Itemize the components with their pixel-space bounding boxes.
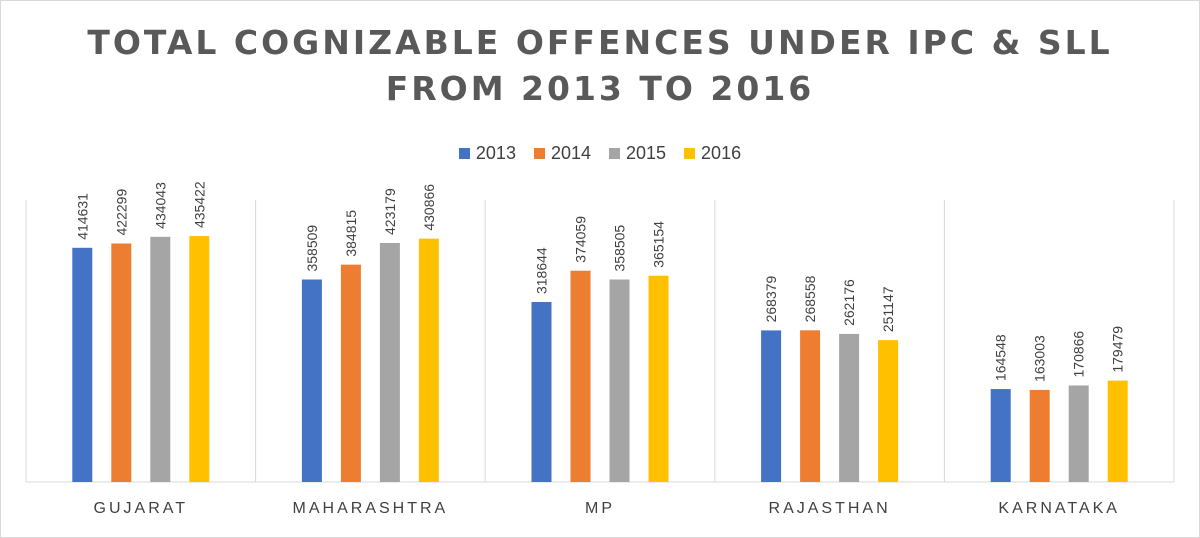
bar-mp-2014 — [570, 270, 591, 482]
data-label-maharashtra-2015: 423179 — [382, 188, 398, 235]
legend-swatch-2013 — [458, 148, 470, 159]
chart-legend: 2013 2014 2015 2016 — [0, 143, 1200, 164]
bar-karnataka-2014 — [1029, 389, 1050, 482]
data-label-rajasthan-2014: 268558 — [802, 275, 818, 322]
data-label-gujarat-2015: 434043 — [152, 182, 168, 229]
bar-maharashtra-2014 — [340, 264, 361, 482]
data-label-mp-2015: 358505 — [612, 225, 628, 272]
bar-maharashtra-2013 — [301, 279, 322, 482]
bar-rajasthan-2013 — [761, 330, 782, 482]
bar-mp-2016 — [648, 275, 669, 482]
bar-maharashtra-2015 — [379, 242, 400, 482]
data-label-maharashtra-2016: 430866 — [421, 184, 437, 231]
legend-swatch-2015 — [609, 148, 620, 159]
category-label-karnataka: KARNATAKA — [998, 500, 1120, 517]
chart-title-line1: TOTAL COGNIZABLE OFFENCES UNDER IPC & SL… — [87, 23, 1113, 62]
data-label-maharashtra-2013: 358509 — [304, 225, 320, 272]
legend-item-2013: 2013 — [458, 143, 516, 164]
data-label-rajasthan-2015: 262176 — [841, 279, 857, 326]
data-label-rajasthan-2013: 268379 — [763, 275, 779, 322]
legend-item-2015: 2015 — [609, 143, 666, 164]
bar-rajasthan-2015 — [839, 333, 860, 482]
data-label-mp-2013: 318644 — [534, 247, 550, 294]
bar-rajasthan-2014 — [800, 330, 821, 482]
bar-gujarat-2014 — [111, 243, 132, 482]
category-label-maharashtra: MAHARASHTRA — [293, 500, 449, 517]
bar-mp-2015 — [609, 279, 630, 482]
data-label-gujarat-2016: 435422 — [191, 181, 207, 228]
chart-title: TOTAL COGNIZABLE OFFENCES UNDER IPC & SL… — [0, 20, 1200, 112]
legend-item-2016: 2016 — [684, 143, 741, 164]
legend-label-2015: 2015 — [626, 143, 667, 163]
data-label-mp-2014: 374059 — [573, 216, 589, 263]
chart-title-line2: FROM 2013 TO 2016 — [385, 69, 815, 108]
data-label-mp-2016: 365154 — [651, 221, 667, 268]
data-label-karnataka-2014: 163003 — [1032, 335, 1048, 382]
bar-karnataka-2013 — [990, 389, 1011, 482]
bar-gujarat-2015 — [150, 236, 171, 482]
data-label-karnataka-2015: 170866 — [1071, 331, 1087, 378]
category-label-gujarat: GUJARAT — [94, 500, 188, 517]
legend-label-2014: 2014 — [550, 143, 591, 163]
legend-item-2014: 2014 — [533, 143, 591, 164]
bar-rajasthan-2016 — [878, 340, 899, 482]
bar-gujarat-2016 — [189, 236, 210, 482]
legend-swatch-2014 — [533, 148, 545, 159]
data-label-rajasthan-2016: 251147 — [880, 286, 896, 332]
bar-karnataka-2016 — [1107, 380, 1128, 482]
bar-mp-2013 — [531, 302, 552, 482]
category-label-rajasthan: RAJASTHAN — [769, 500, 891, 517]
data-label-karnataka-2013: 164548 — [993, 334, 1009, 381]
legend-label-2016: 2016 — [701, 143, 742, 163]
data-label-karnataka-2016: 179479 — [1110, 326, 1126, 373]
data-label-gujarat-2013: 414631 — [74, 193, 90, 240]
bar-gujarat-2013 — [72, 247, 93, 482]
bar-maharashtra-2016 — [418, 238, 439, 482]
data-label-maharashtra-2014: 384815 — [343, 210, 359, 257]
data-label-gujarat-2014: 422299 — [113, 189, 129, 236]
legend-label-2013: 2013 — [475, 143, 516, 163]
legend-swatch-2016 — [684, 148, 696, 159]
category-label-mp: MP — [585, 500, 615, 517]
bar-karnataka-2015 — [1068, 385, 1089, 482]
